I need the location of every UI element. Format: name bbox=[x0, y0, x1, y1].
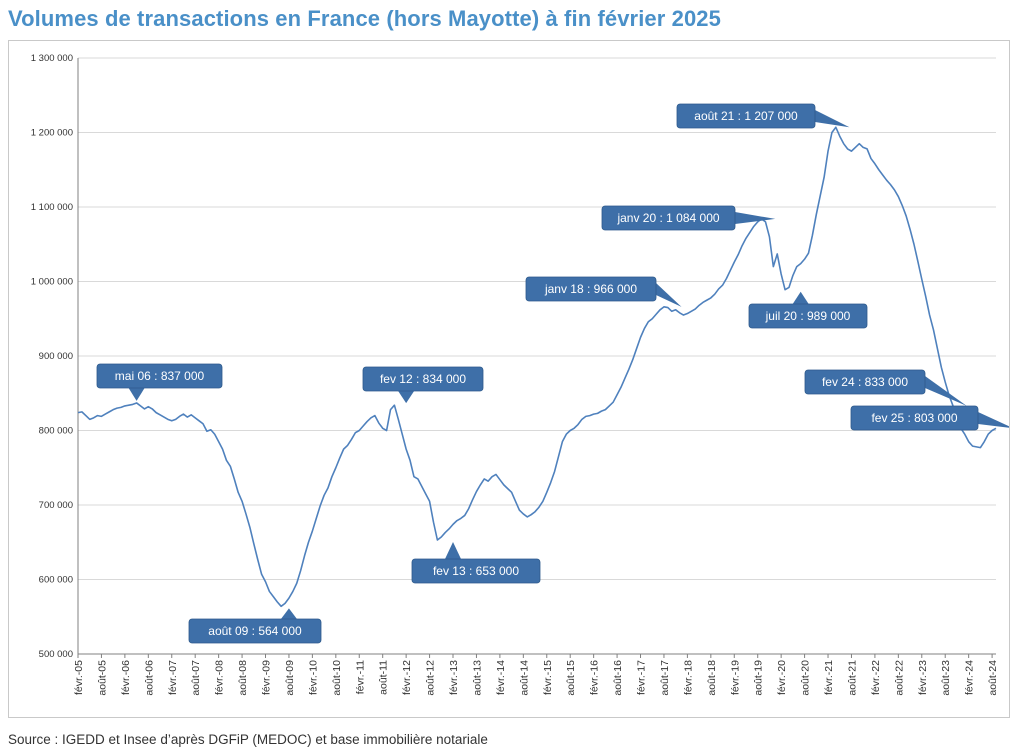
x-tick-label: févr.-17 bbox=[636, 660, 648, 695]
callout-box bbox=[601, 205, 736, 231]
callout-box bbox=[188, 618, 322, 644]
x-tick-label: févr.-08 bbox=[214, 660, 226, 695]
y-tick-label: 1 300 000 bbox=[31, 53, 73, 64]
x-tick-label: août-15 bbox=[565, 660, 577, 696]
x-tick-label: févr.-15 bbox=[542, 660, 554, 695]
callout-pointer bbox=[280, 608, 297, 619]
callout-4: janv 18 : 966 000 bbox=[525, 276, 682, 307]
callout-label: janv 18 : 966 000 bbox=[544, 282, 637, 296]
x-tick-label: févr.-19 bbox=[729, 660, 741, 695]
callout-0: mai 06 : 837 000 bbox=[96, 363, 223, 401]
x-tick-label: août-08 bbox=[237, 660, 249, 696]
x-tick-label: août-13 bbox=[471, 660, 483, 696]
x-tick-label: févr.-22 bbox=[870, 660, 882, 695]
x-tick-label: août-22 bbox=[893, 660, 905, 696]
x-tick-label: août-06 bbox=[143, 660, 155, 696]
y-axis-tick-labels: 500 000 600 000 700 000 800 000 900 000 1 000… bbox=[31, 53, 73, 660]
callout-box bbox=[362, 366, 484, 392]
chart-title: Volumes de transactions en France (hors … bbox=[8, 6, 721, 31]
callout-pointer bbox=[398, 391, 415, 404]
callout-label: fev 25 : 803 000 bbox=[871, 411, 957, 425]
callout-box bbox=[525, 276, 657, 302]
callout-pointer bbox=[792, 291, 809, 304]
callout-label: janv 20 : 1 084 000 bbox=[616, 211, 719, 225]
callout-6: juil 20 : 989 000 bbox=[748, 291, 868, 329]
callout-label: août 21 : 1 207 000 bbox=[694, 109, 798, 123]
callout-5: janv 20 : 1 084 000 bbox=[601, 205, 776, 231]
x-tick-label: févr.-23 bbox=[917, 660, 929, 695]
callout-pointer bbox=[445, 542, 462, 559]
x-tick-label: août-14 bbox=[518, 660, 530, 696]
y-tick-label: 900 000 bbox=[39, 351, 73, 362]
x-tick-label: févr.-12 bbox=[401, 660, 413, 695]
x-tick-label: août-20 bbox=[800, 660, 812, 696]
x-tick-label: févr.-10 bbox=[307, 660, 319, 695]
x-tick-label: févr.-14 bbox=[495, 660, 507, 695]
callout-9: fev 25 : 803 000 bbox=[850, 405, 1014, 431]
x-tick-label: févr.-21 bbox=[823, 660, 835, 695]
callout-1: août 09 : 564 000 bbox=[188, 608, 322, 644]
callout-pointer bbox=[735, 212, 776, 224]
x-tick-label: févr.-07 bbox=[167, 660, 179, 695]
x-tick-label: août-24 bbox=[987, 660, 999, 696]
source-note: Source : IGEDD et Insee d’après DGFiP (M… bbox=[8, 732, 488, 747]
callout-label: mai 06 : 837 000 bbox=[115, 369, 205, 383]
x-tick-label: août-10 bbox=[331, 660, 343, 696]
callout-pointer bbox=[656, 283, 682, 307]
callout-box bbox=[804, 369, 926, 395]
x-tick-label: févr.-18 bbox=[682, 660, 694, 695]
x-tick-label: août-23 bbox=[940, 660, 952, 696]
x-tick-label: août-09 bbox=[284, 660, 296, 696]
callout-pointer bbox=[815, 110, 850, 128]
x-tick-label: août-18 bbox=[706, 660, 718, 696]
callout-7: août 21 : 1 207 000 bbox=[676, 103, 850, 129]
callout-label: fev 24 : 833 000 bbox=[822, 375, 908, 389]
callout-2: fev 12 : 834 000 bbox=[362, 366, 484, 404]
x-tick-label: févr.-20 bbox=[776, 660, 788, 695]
callout-box bbox=[850, 405, 979, 431]
y-tick-label: 1 100 000 bbox=[31, 202, 73, 213]
callout-box bbox=[411, 558, 541, 584]
series-layer bbox=[77, 126, 997, 608]
series-line-transactions bbox=[77, 126, 997, 608]
callout-box bbox=[676, 103, 816, 129]
callout-box bbox=[748, 303, 868, 329]
y-tick-label: 1 200 000 bbox=[31, 128, 73, 139]
x-tick-label: févr.-06 bbox=[120, 660, 132, 695]
callout-pointer bbox=[925, 376, 967, 406]
callout-pointer bbox=[128, 388, 145, 401]
callout-8: fev 24 : 833 000 bbox=[804, 369, 967, 406]
chart-frame: 500 000 600 000 700 000 800 000 900 000 1 000… bbox=[8, 40, 1023, 718]
callout-label: fev 12 : 834 000 bbox=[380, 372, 466, 386]
x-tick-label: févr.-05 bbox=[73, 660, 85, 695]
y-tick-label: 700 000 bbox=[39, 500, 73, 511]
callout-label: juil 20 : 989 000 bbox=[765, 309, 851, 323]
y-tick-label: 1 000 000 bbox=[31, 277, 73, 288]
x-tick-label: févr.-16 bbox=[589, 660, 601, 695]
x-tick-label: févr.-13 bbox=[448, 660, 460, 695]
callout-label: fev 13 : 653 000 bbox=[433, 564, 519, 578]
callout-3: fev 13 : 653 000 bbox=[411, 542, 541, 584]
line-chart: 500 000 600 000 700 000 800 000 900 000 1 000… bbox=[31, 53, 1023, 696]
axes bbox=[77, 58, 1017, 658]
y-tick-label: 500 000 bbox=[39, 649, 73, 660]
x-tick-label: août-05 bbox=[96, 660, 108, 696]
y-tick-label: 800 000 bbox=[39, 426, 73, 437]
x-tick-label: août-19 bbox=[753, 660, 765, 696]
x-tick-label: août-17 bbox=[659, 660, 671, 696]
x-tick-label: août-12 bbox=[425, 660, 437, 696]
x-tick-label: août-21 bbox=[846, 660, 858, 696]
callout-label: août 09 : 564 000 bbox=[208, 624, 302, 638]
callouts-layer: mai 06 : 837 000 août 09 : 564 000 fev 12 … bbox=[96, 103, 1014, 644]
x-tick-label: août-16 bbox=[612, 660, 624, 696]
callout-box bbox=[96, 363, 223, 389]
x-tick-label: août-11 bbox=[378, 660, 390, 695]
callout-pointer bbox=[978, 412, 1014, 429]
x-tick-label: févr.-09 bbox=[261, 660, 273, 695]
x-tick-label: févr.-11 bbox=[354, 660, 366, 694]
x-axis-tick-labels: févr.-05 août-05 févr.-06 août-06 févr.-07 ao… bbox=[73, 660, 1023, 696]
y-tick-label: 600 000 bbox=[39, 575, 73, 586]
x-tick-label: févr.-24 bbox=[964, 660, 976, 695]
x-tick-label: août-07 bbox=[190, 660, 202, 696]
